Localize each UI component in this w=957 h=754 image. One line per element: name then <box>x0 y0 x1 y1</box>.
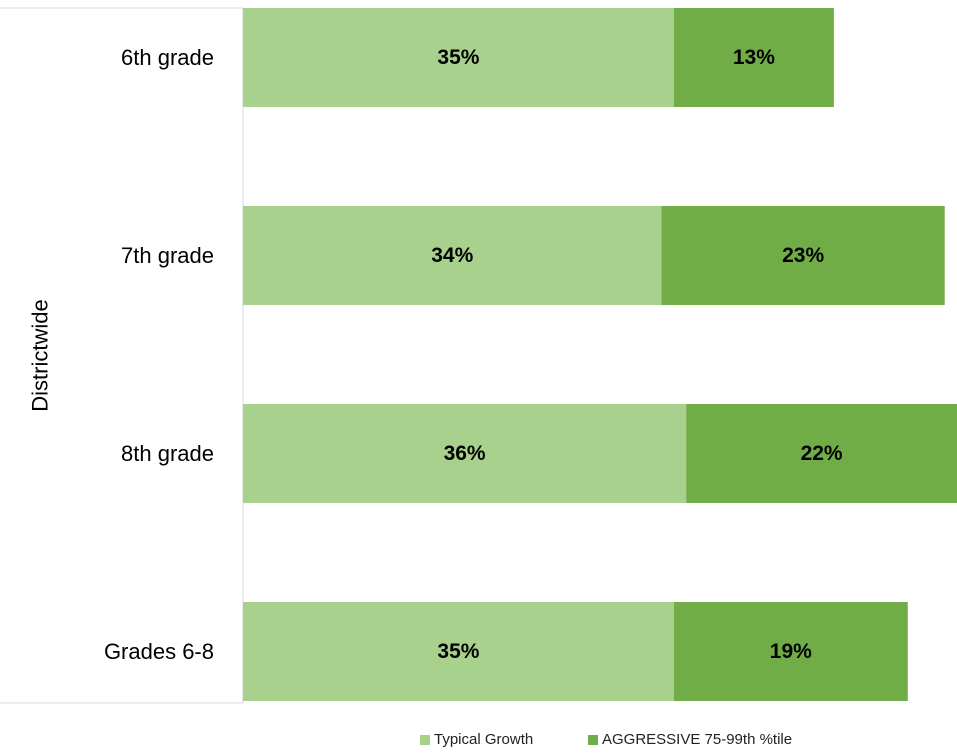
bar-typical-growth <box>243 404 687 503</box>
bars-layer <box>243 8 957 701</box>
data-label: 23% <box>782 244 824 267</box>
bar-aggressive <box>686 404 957 503</box>
legend-label-typical-growth: Typical Growth <box>434 731 533 748</box>
category-label: 7th grade <box>121 243 214 268</box>
data-label: 35% <box>437 640 479 663</box>
data-label: 35% <box>437 46 479 69</box>
bar-aggressive <box>673 8 834 107</box>
labels-layer: 35% 13% 34% 23% 36% 22% 35% 19% <box>431 46 843 663</box>
bar-aggressive <box>661 206 945 305</box>
category-label: Grades 6-8 <box>104 639 214 664</box>
legend: Typical Growth AGGRESSIVE 75-99th %tile <box>420 731 792 748</box>
legend-swatch-typical-growth <box>420 735 430 745</box>
data-label: 36% <box>444 442 486 465</box>
legend-label-aggressive: AGGRESSIVE 75-99th %tile <box>602 731 792 748</box>
bar-typical-growth <box>243 8 674 107</box>
data-label: 22% <box>801 442 843 465</box>
bar-aggressive <box>673 602 908 701</box>
data-label: 19% <box>770 640 812 663</box>
bar-typical-growth <box>243 602 674 701</box>
axis-layer: Districtwide 6th grade 7th grade 8th grade G… <box>0 7 244 704</box>
category-label: 6th grade <box>121 45 214 70</box>
data-label: 34% <box>431 244 473 267</box>
bar-typical-growth <box>243 206 662 305</box>
data-label: 13% <box>733 46 775 69</box>
legend-swatch-aggressive <box>588 735 598 745</box>
group-axis-label: Districtwide <box>28 299 53 411</box>
category-label: 8th grade <box>121 441 214 466</box>
